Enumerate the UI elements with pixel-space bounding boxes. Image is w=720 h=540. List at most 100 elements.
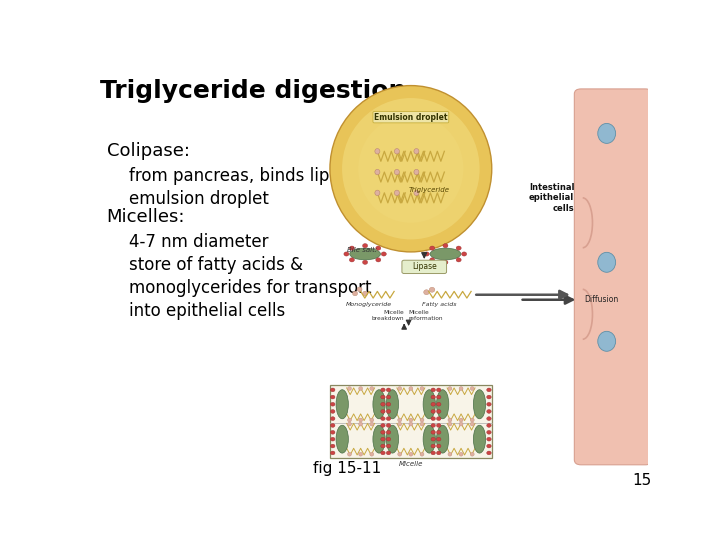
Ellipse shape: [397, 422, 402, 426]
Ellipse shape: [336, 426, 348, 453]
Ellipse shape: [470, 418, 474, 422]
Ellipse shape: [598, 332, 616, 352]
Ellipse shape: [387, 423, 391, 427]
Ellipse shape: [443, 244, 448, 248]
Ellipse shape: [336, 390, 348, 419]
Ellipse shape: [363, 244, 368, 248]
Ellipse shape: [330, 444, 335, 448]
Ellipse shape: [387, 409, 391, 413]
Ellipse shape: [470, 422, 474, 426]
Ellipse shape: [373, 426, 385, 453]
Ellipse shape: [348, 387, 351, 390]
Ellipse shape: [381, 395, 385, 399]
Ellipse shape: [473, 390, 485, 419]
Ellipse shape: [456, 246, 462, 250]
Ellipse shape: [395, 190, 400, 195]
Ellipse shape: [431, 417, 436, 421]
Ellipse shape: [387, 426, 399, 453]
Ellipse shape: [387, 430, 391, 434]
Ellipse shape: [487, 409, 491, 413]
Ellipse shape: [330, 417, 335, 421]
Ellipse shape: [424, 252, 429, 256]
Ellipse shape: [436, 426, 449, 453]
Ellipse shape: [436, 437, 441, 441]
Ellipse shape: [381, 423, 385, 427]
Ellipse shape: [357, 287, 362, 292]
Ellipse shape: [382, 252, 387, 256]
Ellipse shape: [598, 252, 616, 272]
Ellipse shape: [431, 430, 436, 434]
Text: Lipase: Lipase: [412, 262, 436, 272]
Ellipse shape: [459, 418, 463, 422]
Ellipse shape: [330, 451, 335, 455]
Ellipse shape: [381, 451, 385, 455]
Ellipse shape: [353, 291, 358, 296]
Text: Fatty acids: Fatty acids: [421, 302, 456, 307]
Ellipse shape: [431, 409, 436, 413]
Ellipse shape: [381, 388, 385, 392]
Ellipse shape: [387, 451, 391, 455]
Ellipse shape: [381, 417, 385, 421]
Ellipse shape: [436, 423, 441, 427]
Ellipse shape: [487, 423, 491, 427]
Ellipse shape: [470, 453, 474, 456]
Text: Emulsion droplet: Emulsion droplet: [374, 113, 448, 122]
FancyBboxPatch shape: [402, 260, 446, 274]
Ellipse shape: [436, 409, 441, 413]
Ellipse shape: [359, 387, 363, 390]
Ellipse shape: [430, 246, 435, 250]
Ellipse shape: [430, 248, 461, 260]
Ellipse shape: [598, 124, 616, 144]
Text: Micelle
breakdown: Micelle breakdown: [372, 310, 404, 321]
Ellipse shape: [359, 114, 464, 223]
Ellipse shape: [348, 453, 351, 456]
Ellipse shape: [436, 402, 441, 406]
Ellipse shape: [363, 291, 368, 296]
Ellipse shape: [436, 395, 441, 399]
Text: Monoglyceride: Monoglyceride: [346, 302, 392, 307]
Ellipse shape: [350, 248, 380, 260]
Ellipse shape: [381, 437, 385, 441]
Text: from pancreas, binds lipase to
emulsion droplet: from pancreas, binds lipase to emulsion …: [129, 167, 380, 207]
Ellipse shape: [349, 246, 354, 250]
Ellipse shape: [359, 453, 363, 456]
Text: Triglyceride digestion: Triglyceride digestion: [100, 79, 406, 103]
Ellipse shape: [330, 395, 335, 399]
Ellipse shape: [363, 260, 368, 265]
Ellipse shape: [429, 287, 435, 292]
Ellipse shape: [395, 148, 400, 154]
Ellipse shape: [330, 430, 335, 434]
Ellipse shape: [431, 444, 436, 448]
Ellipse shape: [376, 246, 381, 250]
Ellipse shape: [387, 402, 391, 406]
Ellipse shape: [431, 451, 436, 455]
Ellipse shape: [373, 390, 385, 419]
Ellipse shape: [487, 430, 491, 434]
Ellipse shape: [397, 453, 402, 456]
Text: Micelles:: Micelles:: [107, 208, 185, 226]
Ellipse shape: [330, 85, 492, 252]
Ellipse shape: [470, 387, 474, 390]
Ellipse shape: [436, 390, 449, 419]
Ellipse shape: [349, 258, 354, 262]
Ellipse shape: [381, 430, 385, 434]
Ellipse shape: [448, 453, 452, 456]
Ellipse shape: [420, 453, 424, 456]
Ellipse shape: [420, 418, 424, 422]
Ellipse shape: [387, 417, 391, 421]
Ellipse shape: [462, 252, 467, 256]
Ellipse shape: [436, 388, 441, 392]
Ellipse shape: [448, 422, 452, 426]
Ellipse shape: [359, 422, 363, 426]
Ellipse shape: [414, 190, 419, 195]
Text: Colipase:: Colipase:: [107, 141, 190, 160]
Text: Micelle: Micelle: [399, 461, 423, 467]
Ellipse shape: [420, 387, 424, 390]
Ellipse shape: [487, 402, 491, 406]
Ellipse shape: [487, 451, 491, 455]
Ellipse shape: [387, 395, 391, 399]
Ellipse shape: [431, 395, 436, 399]
Ellipse shape: [414, 170, 419, 175]
Ellipse shape: [330, 437, 335, 441]
Ellipse shape: [330, 388, 335, 392]
